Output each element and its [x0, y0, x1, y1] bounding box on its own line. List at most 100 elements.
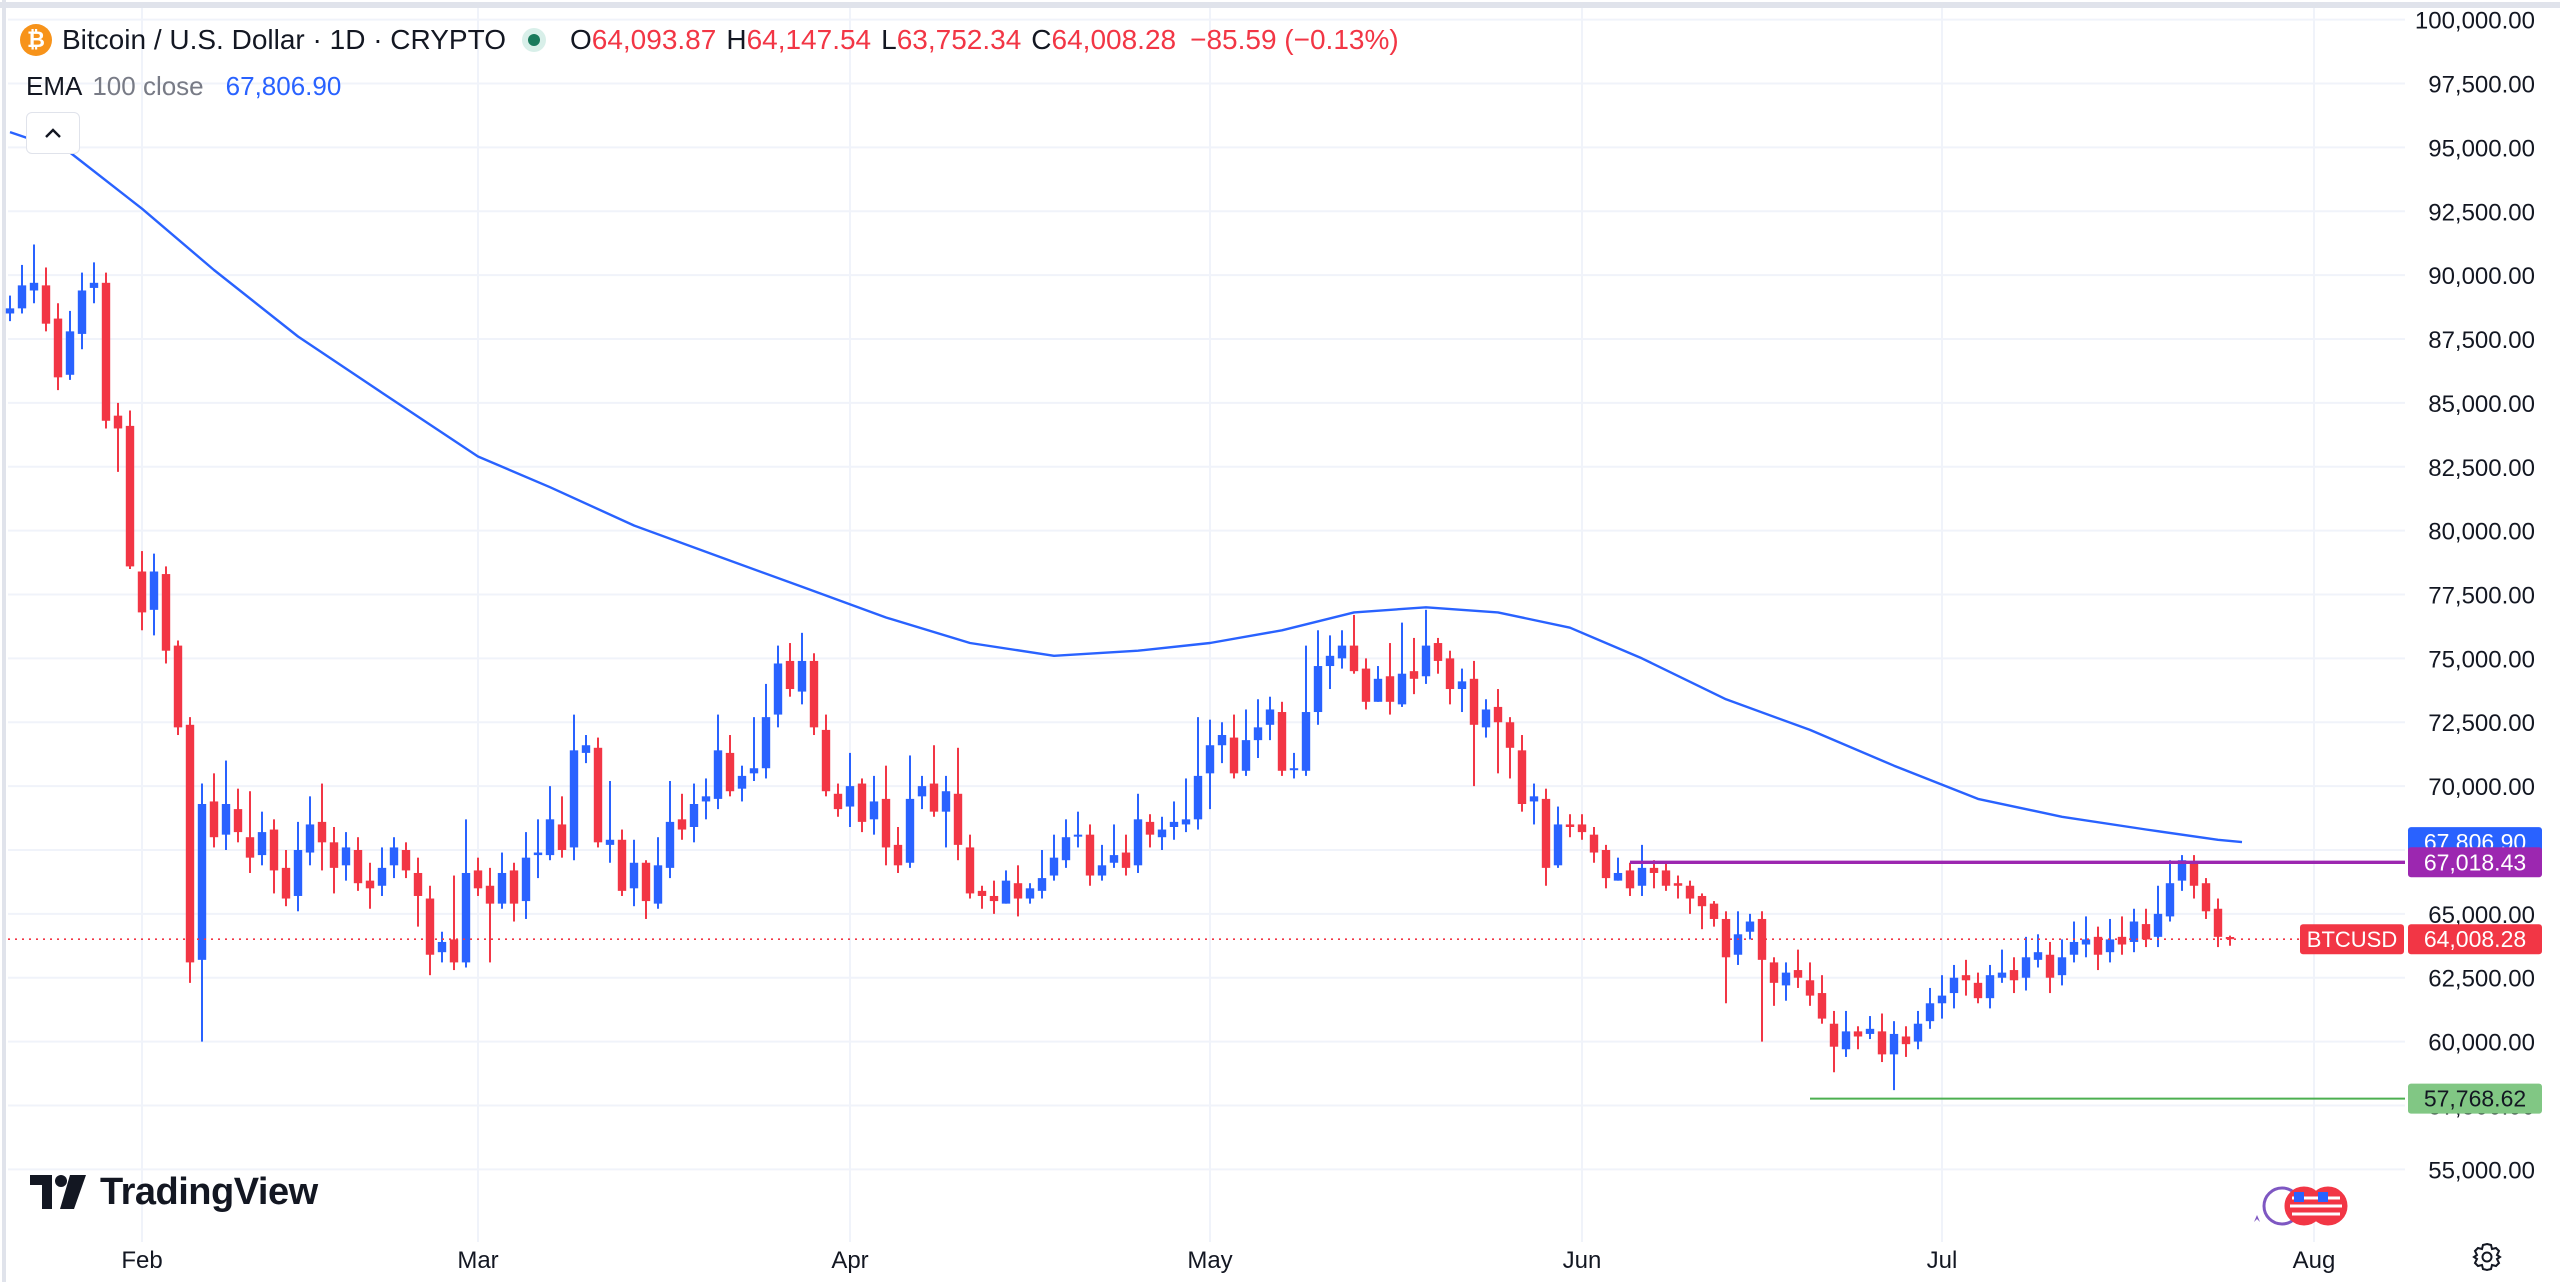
- candle[interactable]: [833, 783, 843, 817]
- candle[interactable]: [1217, 722, 1227, 764]
- candles[interactable]: [5, 244, 2235, 1091]
- candle[interactable]: [1721, 911, 1731, 1004]
- candle[interactable]: [293, 821, 303, 912]
- candle[interactable]: [1325, 635, 1335, 690]
- candle[interactable]: [941, 775, 951, 848]
- candle[interactable]: [1565, 814, 1575, 838]
- candle[interactable]: [2009, 957, 2019, 994]
- candle[interactable]: [1277, 701, 1287, 776]
- candle[interactable]: [773, 645, 783, 728]
- candle[interactable]: [1985, 964, 1995, 1009]
- candle[interactable]: [1397, 622, 1407, 707]
- candle[interactable]: [1469, 660, 1479, 787]
- candle[interactable]: [29, 244, 39, 304]
- candle[interactable]: [2165, 860, 2175, 922]
- candle[interactable]: [2117, 916, 2127, 955]
- candle[interactable]: [2069, 921, 2079, 963]
- tradingview-logo[interactable]: TradingView: [30, 1166, 318, 1218]
- candle[interactable]: [905, 755, 915, 868]
- candle[interactable]: [1793, 949, 1803, 988]
- candle[interactable]: [1901, 1026, 1911, 1057]
- candle[interactable]: [1601, 844, 1611, 889]
- candle[interactable]: [1925, 987, 1935, 1029]
- candle[interactable]: [233, 788, 243, 843]
- candle[interactable]: [1865, 1016, 1875, 1040]
- candle[interactable]: [77, 272, 87, 350]
- gear-icon[interactable]: [2470, 1240, 2504, 1274]
- candle[interactable]: [1577, 814, 1587, 840]
- candle[interactable]: [2045, 941, 2055, 994]
- candle[interactable]: [929, 745, 939, 817]
- candle[interactable]: [197, 783, 207, 1042]
- candle[interactable]: [953, 747, 963, 861]
- candle[interactable]: [53, 303, 63, 391]
- candle[interactable]: [1385, 643, 1395, 715]
- candle[interactable]: [1001, 870, 1011, 904]
- candle[interactable]: [641, 860, 651, 919]
- candle[interactable]: [2177, 855, 2187, 891]
- candle[interactable]: [1757, 911, 1767, 1042]
- candle[interactable]: [401, 842, 411, 879]
- candle[interactable]: [497, 852, 507, 909]
- candle[interactable]: [1709, 901, 1719, 927]
- collapse-legend-button[interactable]: [26, 112, 80, 154]
- candle[interactable]: [545, 786, 555, 861]
- candle[interactable]: [1241, 709, 1251, 776]
- candle[interactable]: [1541, 788, 1551, 886]
- candle[interactable]: [605, 781, 615, 863]
- candle[interactable]: [749, 717, 759, 782]
- candle[interactable]: [17, 264, 27, 314]
- candle[interactable]: [1769, 957, 1779, 1006]
- candle[interactable]: [1553, 806, 1563, 868]
- candle[interactable]: [1409, 637, 1419, 695]
- candle[interactable]: [1685, 880, 1695, 914]
- candle[interactable]: [1505, 717, 1515, 779]
- candle[interactable]: [173, 640, 183, 736]
- candle[interactable]: [329, 826, 339, 894]
- candle[interactable]: [965, 834, 975, 899]
- candle[interactable]: [1337, 630, 1347, 669]
- candle[interactable]: [917, 775, 927, 810]
- candle[interactable]: [209, 773, 219, 848]
- indicator-legend[interactable]: EMA 100 close 67,806.90: [26, 64, 341, 108]
- candle[interactable]: [425, 885, 435, 976]
- candle[interactable]: [1265, 696, 1275, 741]
- candle[interactable]: [2141, 908, 2151, 948]
- candle[interactable]: [65, 310, 75, 380]
- candle[interactable]: [1157, 816, 1167, 850]
- candle[interactable]: [161, 566, 171, 664]
- candle[interactable]: [1013, 865, 1023, 917]
- candle[interactable]: [893, 826, 903, 873]
- candle[interactable]: [2201, 878, 2211, 919]
- candle[interactable]: [1697, 893, 1707, 930]
- candle[interactable]: [1781, 962, 1791, 1001]
- candle[interactable]: [2213, 898, 2223, 948]
- us-flag-events-icon[interactable]: [2248, 1182, 2360, 1230]
- candle[interactable]: [689, 783, 699, 843]
- candle[interactable]: [1613, 857, 1623, 881]
- candle[interactable]: [1529, 783, 1539, 825]
- candle[interactable]: [761, 683, 771, 779]
- candle[interactable]: [1481, 699, 1491, 738]
- candle[interactable]: [809, 653, 819, 736]
- candle[interactable]: [1169, 801, 1179, 840]
- candle[interactable]: [1517, 735, 1527, 812]
- candle[interactable]: [317, 783, 327, 871]
- candle[interactable]: [1037, 849, 1047, 899]
- candle[interactable]: [137, 551, 147, 631]
- candle[interactable]: [617, 829, 627, 896]
- candle[interactable]: [2153, 885, 2163, 948]
- candle[interactable]: [1961, 959, 1971, 996]
- market-status-icon[interactable]: [521, 28, 546, 52]
- candle[interactable]: [1625, 862, 1635, 896]
- candle[interactable]: [1229, 714, 1239, 779]
- candle[interactable]: [89, 262, 99, 304]
- candle[interactable]: [353, 837, 363, 891]
- candle[interactable]: [653, 837, 663, 909]
- candle[interactable]: [581, 735, 591, 764]
- candle[interactable]: [1949, 964, 1959, 1009]
- candle[interactable]: [365, 862, 375, 909]
- candle[interactable]: [41, 267, 51, 332]
- candle[interactable]: [1913, 1010, 1923, 1050]
- candle[interactable]: [1937, 975, 1947, 1019]
